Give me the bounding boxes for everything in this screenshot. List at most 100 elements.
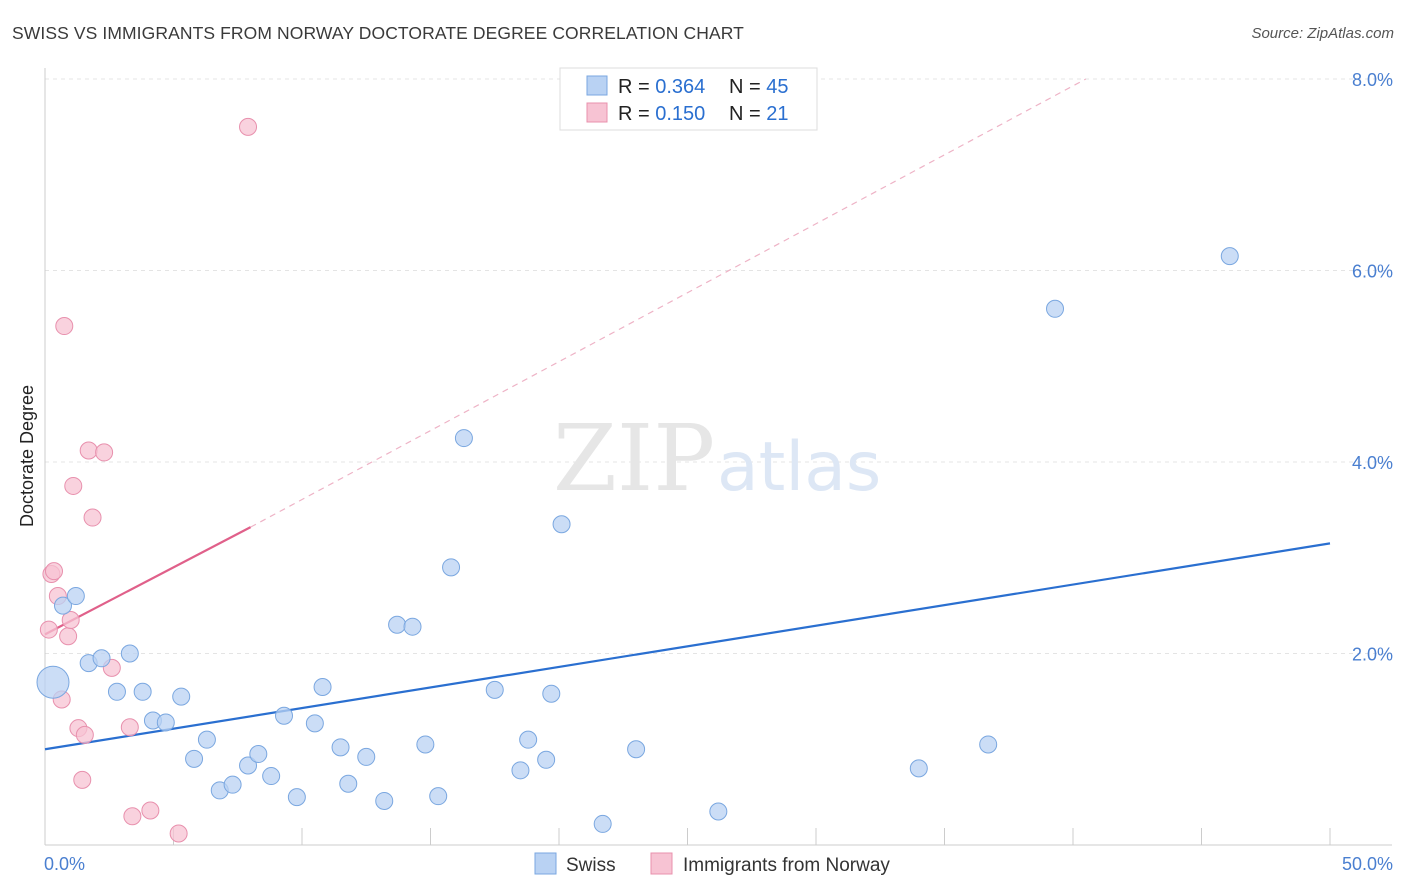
trend-line-swiss: [44, 542, 1331, 751]
axes: [44, 68, 1392, 846]
bottom-legend-swatch-swiss: [534, 852, 557, 875]
point-swiss-42: [979, 735, 998, 754]
point-swiss-34: [511, 761, 530, 780]
y-tick-label-4: 4.0%: [1352, 453, 1393, 473]
point-norway-7: [61, 610, 80, 629]
series-legend: Swiss Immigrants from Norway: [534, 852, 890, 876]
point-swiss-5: [107, 682, 126, 701]
point-swiss-40: [709, 802, 728, 821]
chart-title: SWISS VS IMMIGRANTS FROM NORWAY DOCTORAT…: [12, 23, 744, 43]
source-label: Source: ZipAtlas.com: [1251, 25, 1394, 42]
point-swiss-16: [249, 745, 268, 764]
x-tick-labels: 0.0% 50.0%: [44, 854, 1393, 874]
point-swiss-20: [305, 714, 324, 733]
point-swiss-28: [416, 735, 435, 754]
point-swiss-29: [429, 787, 448, 806]
y-axis-title: Doctorate Degree: [17, 385, 37, 527]
svg-text:R = 0.364: R = 0.364: [618, 76, 705, 98]
point-norway-5: [55, 317, 74, 336]
svg-text:N = 45: N = 45: [729, 76, 789, 98]
point-swiss-7: [133, 682, 152, 701]
point-norway-11: [75, 725, 94, 744]
point-swiss-9: [156, 713, 175, 732]
svg-text:N = 21: N = 21: [729, 103, 789, 125]
watermark-atlas: atlas: [717, 428, 881, 507]
bottom-legend-swatch-norway: [650, 852, 673, 875]
bottom-legend-label-swiss: Swiss: [566, 855, 616, 876]
point-swiss-21: [313, 678, 332, 697]
legend-r-label-swiss: R =: [618, 76, 655, 98]
point-swiss-39: [627, 740, 646, 759]
point-swiss-26: [388, 615, 407, 634]
point-norway-16: [120, 718, 139, 737]
watermark: ZIP atlas: [553, 405, 881, 512]
point-norway-8: [64, 476, 83, 495]
point-swiss-19: [287, 788, 306, 807]
point-norway-18: [141, 801, 160, 820]
grid-lines: [45, 78, 1392, 654]
point-swiss-2: [66, 587, 85, 606]
point-swiss-31: [454, 429, 473, 448]
point-swiss-17: [262, 767, 281, 786]
point-norway-10: [73, 770, 92, 789]
point-swiss-11: [185, 749, 204, 768]
point-swiss-1: [53, 596, 72, 615]
legend-n-label-swiss: N =: [729, 76, 766, 98]
legend-swatch-swiss: [586, 75, 608, 96]
point-norway-0: [39, 620, 58, 639]
point-swiss-32: [485, 680, 504, 699]
point-swiss-41: [909, 759, 928, 778]
point-norway-14: [95, 443, 114, 462]
point-swiss-14: [223, 775, 242, 794]
point-swiss-6: [120, 644, 139, 663]
point-norway-17: [123, 807, 142, 826]
point-swiss-37: [542, 684, 561, 703]
y-tick-labels: 2.0% 4.0% 6.0% 8.0%: [1352, 70, 1393, 665]
point-norway-6: [59, 627, 78, 646]
point-swiss-44: [1220, 247, 1239, 266]
legend-r-value-norway: 0.150: [655, 103, 705, 125]
legend-n-label-norway: N =: [729, 103, 766, 125]
trend-line-norway-dashed: [250, 78, 1087, 528]
point-norway-19: [169, 824, 188, 843]
point-swiss-23: [339, 774, 358, 793]
point-swiss-4: [92, 649, 111, 668]
point-swiss-36: [552, 515, 571, 534]
point-swiss-33: [519, 730, 538, 749]
point-norway-20: [239, 117, 258, 136]
bottom-legend-label-norway: Immigrants from Norway: [683, 855, 890, 876]
point-swiss-10: [172, 687, 191, 706]
y-tick-label-8: 8.0%: [1352, 70, 1393, 90]
y-tick-label-6: 6.0%: [1352, 262, 1393, 282]
point-swiss-12: [197, 730, 216, 749]
y-tick-label-2: 2.0%: [1352, 645, 1393, 665]
x-ticks: [44, 828, 1331, 845]
svg-text:R = 0.150: R = 0.150: [618, 103, 705, 125]
point-swiss-30: [442, 558, 461, 577]
watermark-zip: ZIP: [553, 405, 715, 512]
point-swiss-25: [375, 791, 394, 810]
trend-line-norway-solid: [44, 526, 252, 636]
point-swiss-24: [357, 747, 376, 766]
point-swiss-22: [331, 738, 350, 757]
legend-n-value-swiss: 45: [766, 76, 788, 98]
point-swiss-15: [239, 756, 258, 775]
point-swiss-35: [537, 750, 556, 769]
point-swiss-0: [36, 665, 70, 699]
point-swiss-27: [403, 617, 422, 636]
point-norway-12: [79, 441, 98, 460]
trend-lines: [44, 78, 1331, 751]
legend-r-label-norway: R =: [618, 103, 655, 125]
point-swiss-38: [593, 814, 612, 833]
legend-n-value-norway: 21: [766, 103, 788, 125]
point-norway-13: [83, 508, 102, 527]
point-swiss-43: [1046, 299, 1065, 318]
point-swiss-18: [275, 706, 294, 725]
x-tick-label-min: 0.0%: [44, 854, 85, 874]
legend-swatch-norway: [586, 102, 608, 123]
point-norway-2: [44, 562, 63, 581]
series-immigrants-from-norway: [39, 117, 258, 843]
x-tick-label-max: 50.0%: [1342, 854, 1393, 874]
series-swiss: [36, 247, 1239, 833]
